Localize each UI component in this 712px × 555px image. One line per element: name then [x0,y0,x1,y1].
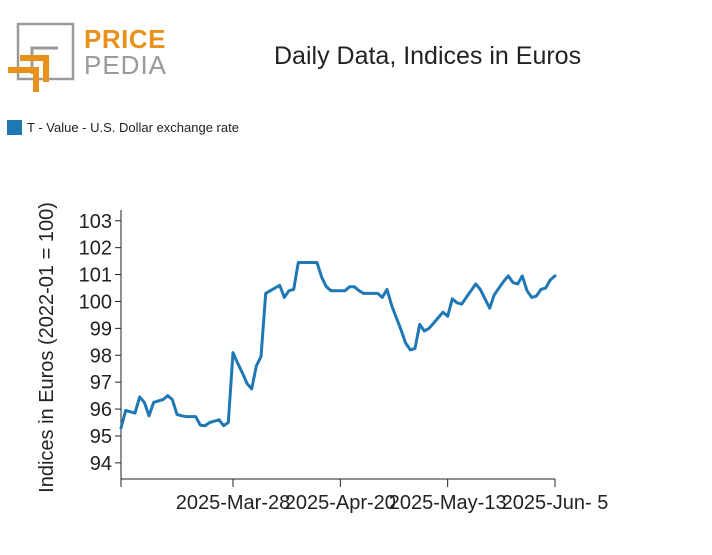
x-tick-label: 2025-Mar-28 [176,492,291,514]
chart-title: Daily Data, Indices in Euros [274,42,582,70]
y-tick-label: 103 [79,211,112,233]
series-line [119,261,557,430]
x-tick-label: 2025-May-13 [389,492,507,514]
y-tick-label: 94 [90,453,112,475]
y-tick-label: 98 [90,345,112,367]
chart-axes: 9495969798991001011021032025-Mar-282025-… [36,202,608,514]
x-tick-label: 2025-Apr-20 [285,492,396,514]
y-tick-label: 96 [90,399,112,421]
y-tick-label: 101 [79,265,112,287]
legend: T - Value - U.S. Dollar exchange rate [7,118,239,136]
legend-label: T - Value - U.S. Dollar exchange rate [27,119,239,135]
chart-marks [119,261,557,430]
y-tick-label: 99 [90,318,112,340]
legend-swatch [7,119,22,135]
y-tick-label: 100 [79,291,112,313]
y-tick-label: 95 [90,426,112,448]
y-tick-label: 102 [79,238,112,260]
logo-word-price: PRICE [84,24,166,54]
pricepedia-logo: PRICE PEDIA [6,22,166,94]
logo-mark-icon [8,22,75,92]
x-tick-label: 2025-Jun- 5 [502,492,609,514]
y-axis-title: Indices in Euros (2022-01 = 100) [36,202,58,493]
logo-word-pedia: PEDIA [84,50,168,80]
y-tick-label: 97 [90,372,112,394]
